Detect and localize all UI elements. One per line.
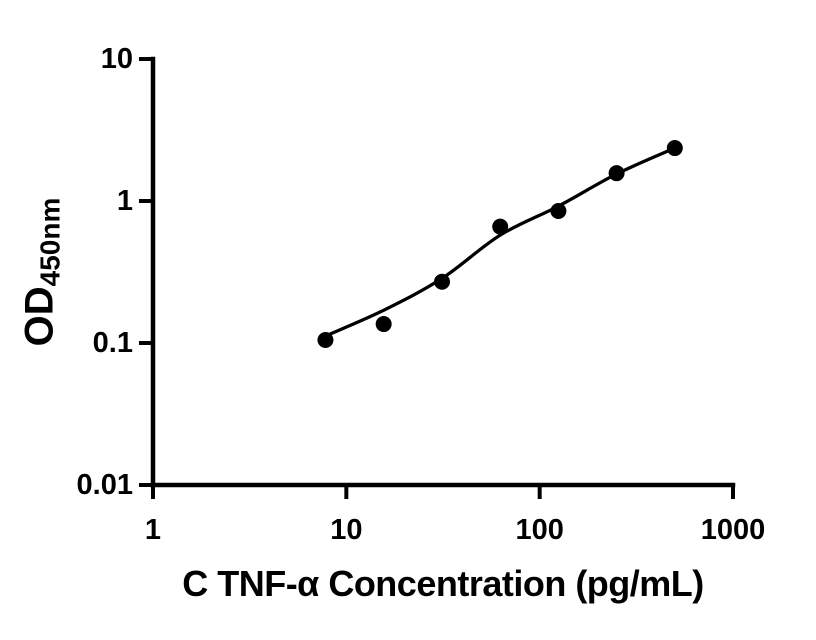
y-tick-label: 10: [101, 43, 133, 75]
x-tick-label: 10: [330, 514, 362, 546]
x-tick-label: 1: [145, 514, 161, 546]
data-point-marker: [666, 140, 683, 157]
x-tick-label: 100: [515, 514, 563, 546]
data-point-marker: [317, 331, 334, 348]
data-point-marker: [492, 218, 509, 235]
y-tick-label: 0.01: [77, 469, 133, 501]
y-axis-title: OD450nm: [18, 198, 67, 347]
y-tick-label: 1: [117, 185, 133, 217]
x-tick-label: 1000: [701, 514, 766, 546]
data-point-marker: [608, 165, 625, 182]
data-point-marker: [434, 273, 451, 290]
y-tick-label: 0.1: [93, 327, 133, 359]
y-axis-title-subscript: 450nm: [34, 197, 66, 287]
x-axis-title: C TNF-α Concentration (pg/mL): [182, 563, 704, 604]
y-axis-title-main: OD: [17, 286, 62, 347]
data-point-marker: [375, 316, 392, 333]
data-point-marker: [550, 203, 567, 220]
